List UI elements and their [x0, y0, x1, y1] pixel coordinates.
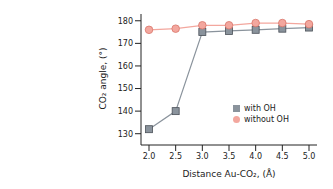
svg-text:CO₂ angle, (°): CO₂ angle, (°) [98, 47, 108, 109]
svg-text:3.5: 3.5 [223, 152, 236, 161]
svg-text:3.0: 3.0 [196, 152, 209, 161]
svg-text:170: 170 [118, 39, 133, 48]
svg-text:130: 130 [118, 130, 133, 139]
svg-text:4.5: 4.5 [276, 152, 289, 161]
html-text:with OH: with OH [244, 104, 276, 113]
svg-text:2.0: 2.0 [143, 152, 156, 161]
svg-text:160: 160 [118, 62, 133, 71]
svg-text:5.0: 5.0 [303, 152, 316, 161]
svg-text:150: 150 [118, 84, 133, 93]
svg-text:Distance Au-CO₂, (Å): Distance Au-CO₂, (Å) [182, 168, 275, 179]
svg-text:140: 140 [118, 107, 133, 116]
html-text:without OH: without OH [244, 115, 289, 124]
svg-text:2.5: 2.5 [169, 152, 182, 161]
svg-text:180: 180 [118, 17, 133, 26]
svg-text:4.0: 4.0 [249, 152, 262, 161]
